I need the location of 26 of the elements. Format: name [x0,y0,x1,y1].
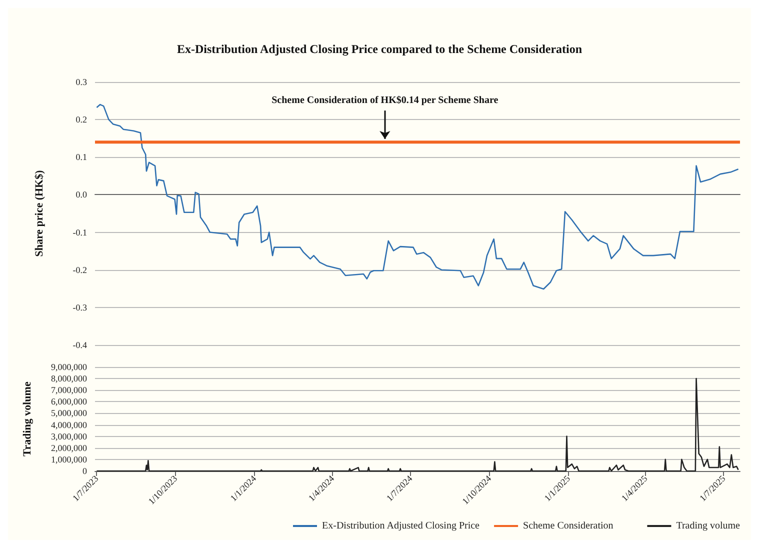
annotation: Scheme Consideration of HK$0.14 per Scheme Share [272,95,499,106]
y-tick-label: -0.1 [72,227,87,238]
legend-label: Trading volume [676,520,741,532]
y-tick-label: -0.2 [72,264,87,275]
chart-title: Ex-Distribution Adjusted Closing Price compared to the Scheme Consideration [176,42,582,56]
y-tick-label: 9,000,000 [51,362,88,372]
y-tick-label: 0.2 [76,114,87,125]
y-tick-label: 0.1 [76,152,87,162]
y-tick-label: -0.3 [72,302,88,312]
y-axis-title: Share price (HK$) [34,170,46,257]
y-tick-label: 0.0 [76,190,88,200]
line-series [96,104,739,290]
y-tick-label: -0.4 [72,340,88,350]
y-axis-title: Trading volume [22,382,34,456]
legend-label: Scheme Consideration [523,520,614,532]
y-tick-label: 0 [82,466,88,476]
y-tick-label: 4,000,000 [51,420,88,430]
legend-label: Ex-Distribution Adjusted Closing Price [322,520,480,532]
y-tick-label: 3,000,000 [51,431,88,442]
y-tick-label: 1,000,000 [51,454,88,464]
y-tick-label: 8,000,000 [51,374,88,384]
y-tick-label: 5,000,000 [51,408,88,418]
y-tick-label: 2,000,000 [51,442,88,453]
y-tick-label: 0.3 [76,77,88,87]
y-tick-label: 6,000,000 [51,396,88,407]
y-tick-label: 7,000,000 [51,385,88,396]
